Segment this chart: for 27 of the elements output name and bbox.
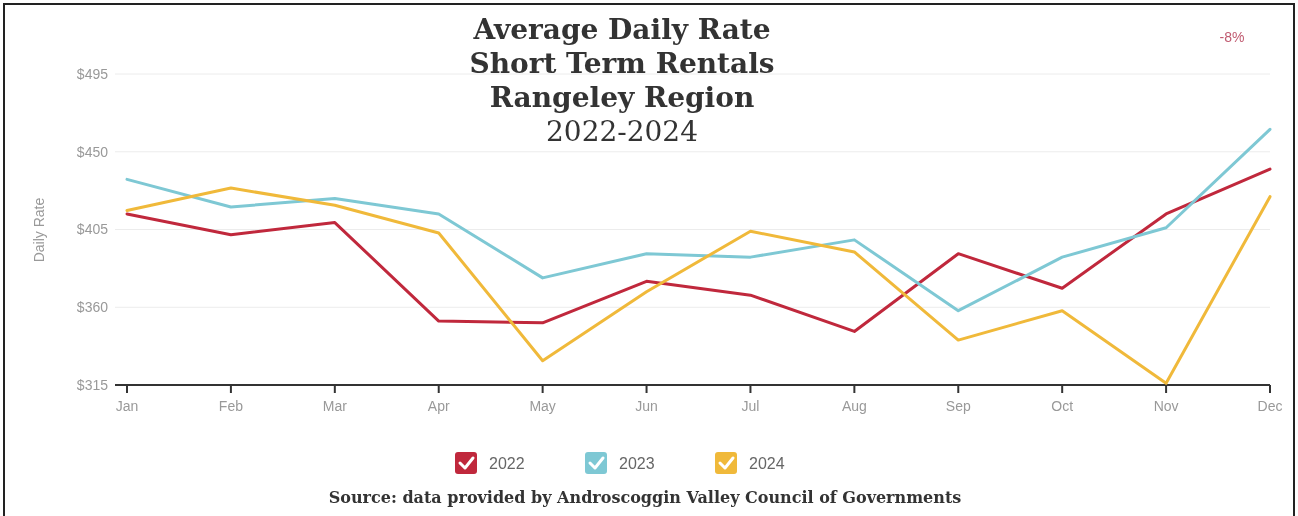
x-tick-label: Nov [1153, 398, 1179, 414]
legend-label: 2024 [749, 454, 785, 472]
legend-label: 2022 [489, 454, 525, 472]
y-tick-label: $360 [76, 299, 109, 316]
x-tick-label: Mar [322, 398, 348, 414]
x-tick-label: Apr [427, 398, 450, 414]
y-tick-label: $450 [76, 143, 109, 160]
x-tick-label: Jun [635, 398, 658, 414]
line-series [125, 167, 1272, 333]
x-tick-label: Oct [1051, 398, 1074, 414]
x-tick-label: Aug [841, 398, 867, 414]
x-tick-label: Sep [945, 398, 971, 414]
y-tick-label: $495 [76, 65, 109, 82]
text: 2022-2024 [546, 115, 698, 148]
x-tick-label: Jul [741, 398, 760, 414]
y-tick-label: $405 [76, 221, 109, 238]
x-tick-label: Jan [115, 398, 139, 414]
y-axis-title: Daily Rate [31, 197, 47, 263]
legend-label: 2023 [619, 454, 655, 472]
x-tick-label: Dec [1257, 398, 1283, 414]
chart-title: Average Daily Rate Short Term Rentals Rangeley Region [469, 13, 775, 114]
source-note: Source: data provided by Androscoggin Valley Council of Governments [328, 488, 962, 507]
x-tick-label: May [529, 398, 556, 414]
line-series [125, 186, 1272, 385]
y-tick-label: $315 [76, 376, 109, 393]
text: -8% [1219, 29, 1245, 45]
x-tick-label: Feb [218, 398, 244, 414]
